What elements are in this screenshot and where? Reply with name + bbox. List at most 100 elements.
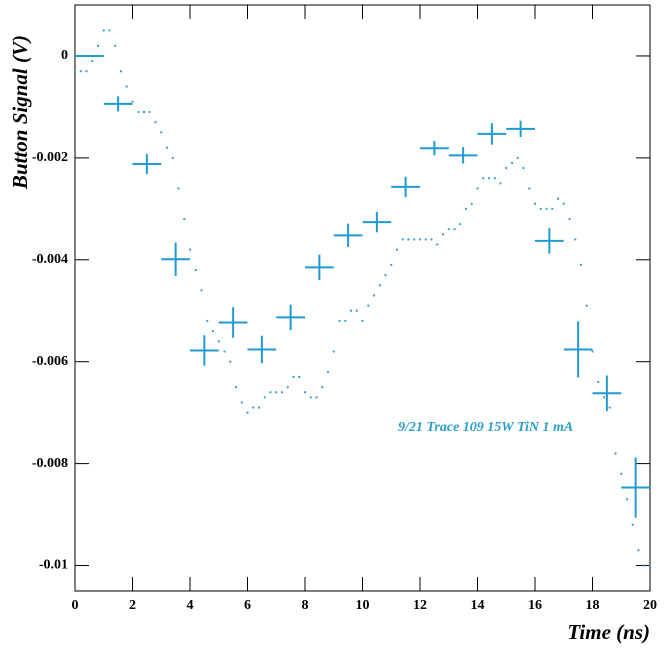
trace-dot [396,248,398,251]
trace-dot [482,177,485,180]
annotation: 9/21 Trace 109 15W TiN 1 mA [398,420,573,435]
trace-dot [263,396,266,399]
x-tick-label: 10 [356,598,370,613]
plot-frame [74,4,651,592]
trace-dot [131,100,134,103]
trace-dot [373,294,375,297]
trace-dot [614,452,617,455]
trace-dot [568,218,571,221]
trace-dot [430,238,433,241]
trace-dot [390,263,393,266]
y-tick-label: -0.008 [32,456,68,471]
trace-dot [499,182,502,185]
y-tick-label: -0.01 [39,558,68,573]
x-tick-label: 16 [528,598,542,613]
trace-dot [361,319,364,322]
trace-dot [321,386,324,389]
trace-dot [534,202,536,205]
trace-dot [637,549,640,552]
x-tick-label: 12 [413,598,427,613]
trace-dot [453,228,456,231]
x-tick-label: 20 [643,598,657,613]
trace-dot [459,223,462,226]
trace-dot [114,44,117,47]
trace-dot [258,406,260,409]
trace-dot [413,238,416,241]
trace-dot [442,233,444,236]
x-tick-label: 0 [72,598,79,613]
trace-dot [125,85,128,88]
y-axis-title: Button Signal (V) [8,35,32,190]
y-tick-label: -0.004 [32,252,68,267]
trace-dot [488,177,490,180]
trace-dot [298,375,301,378]
trace-dot [574,238,577,241]
trace-dot [171,156,174,159]
trace-dot [344,319,347,322]
x-tick-label: 18 [586,598,600,613]
trace-dot [505,167,508,170]
trace-dot [275,391,278,394]
x-tick-label: 6 [244,598,251,613]
trace-dot [137,111,140,114]
trace-dot [309,396,312,399]
trace-dot [120,70,122,73]
trace-dot [154,121,157,124]
trace-dot [91,60,94,63]
trace-dot [350,309,352,312]
trace-dot [626,498,628,501]
trace-dot [384,274,387,277]
trace-dot [378,284,381,287]
trace-dot [631,523,634,526]
trace-dot [229,360,232,363]
trace-dot [470,202,473,205]
trace-dot [522,167,525,170]
trace-dot [189,248,191,251]
trace-dot [580,263,582,266]
trace-dot [401,238,404,241]
trace-dot [200,289,203,292]
trace-dot [240,401,243,404]
trace-dot [194,268,197,271]
trace-dot [79,70,82,73]
trace-dot [102,29,105,32]
trace-dot [160,131,163,134]
trace-dot [643,564,646,567]
trace-dot [85,70,88,73]
x-axis-title: Time (ns) [567,620,650,644]
trace-dot [493,177,496,180]
trace-dot [528,187,531,190]
trace-dot [327,370,329,373]
y-tick-label: 0 [61,48,68,63]
trace-dot [465,207,467,210]
trace-dot [235,386,237,389]
trace-dot [217,340,220,343]
trace-dot [338,319,341,322]
trace-dot [292,375,295,378]
trace-dot [545,207,548,210]
trace-dot [223,350,226,353]
trace-dot [551,207,554,210]
y-tick-label: -0.002 [32,150,68,165]
trace-dot [419,238,421,241]
trace-dot [304,391,306,394]
trace-dot [649,564,651,567]
trace-dot [206,319,209,322]
y-tick-label: -0.006 [32,354,68,369]
trace-dot [281,391,283,394]
trace-dot [436,243,439,246]
trace-dot [269,391,272,394]
trace-dot [332,350,335,353]
trace-dot [516,156,519,159]
trace-dot [166,146,168,149]
trace-dot [591,350,594,353]
trace-dot [597,381,600,384]
trace-dot [585,304,588,307]
trace-dot [108,29,111,32]
x-tick-label: 2 [129,598,136,613]
trace-dot [74,70,76,73]
trace-dot [177,187,180,190]
trace-dot [148,111,151,114]
trace-dot [511,161,513,164]
trace-dot [424,238,427,241]
